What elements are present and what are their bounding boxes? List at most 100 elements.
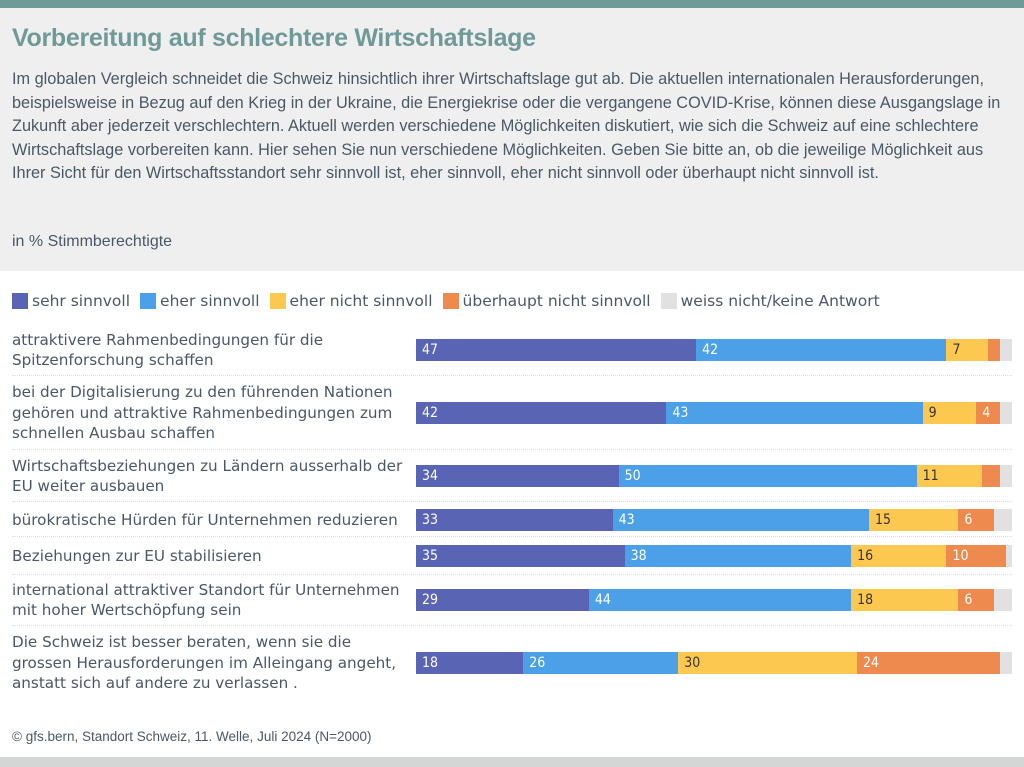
row-divider — [12, 625, 1012, 626]
bar-segment: 15 — [868, 509, 959, 531]
row-label: attraktivere Rahmenbedingungen für die Sp… — [12, 330, 412, 371]
source-footer: © gfs.bern, Standort Schweiz, 11. Welle,… — [12, 729, 372, 744]
data-label: 33 — [422, 512, 439, 528]
row-label-line: bei der Digitalisierung zu den führenden… — [12, 383, 393, 402]
legend-item: überhaupt nicht sinnvoll — [442, 292, 651, 310]
data-label: 24 — [863, 655, 880, 671]
legend-item: eher sinnvoll — [140, 292, 260, 310]
row-label-line: Wirtschaftsbeziehungen zu Ländern ausser… — [12, 456, 403, 475]
stacked-bar: 47 42 7 — [416, 339, 1012, 361]
data-label: 11 — [922, 468, 939, 484]
data-label: 42 — [702, 342, 719, 358]
legend-swatch — [140, 293, 157, 309]
legend-item: sehr sinnvoll — [12, 292, 130, 310]
bar-segment: 44 — [588, 589, 852, 611]
bar-segment: 29 — [416, 589, 589, 611]
legend-label: sehr sinnvoll — [32, 292, 131, 310]
bar-segment: 26 — [523, 652, 679, 674]
bar-segment: 47 — [416, 339, 697, 361]
row-label-line: anstatt sich auf andere zu verlassen . — [12, 674, 298, 693]
row-label: bei der Digitalisierung zu den führenden… — [12, 382, 412, 444]
bar-segment: 24 — [857, 652, 1001, 674]
top-accent-bar — [0, 0, 1024, 8]
data-label: 35 — [422, 548, 439, 564]
legend-label: weiss nicht/keine Antwort — [680, 292, 880, 310]
bar-segment: 43 — [666, 402, 923, 424]
unit-label: in % Stimmberechtigte — [12, 233, 173, 250]
data-label: 18 — [857, 592, 874, 608]
header-panel: Vorbereitung auf schlechtere Wirtschafts… — [0, 8, 1024, 271]
bar-segment: 42 — [416, 402, 667, 424]
stacked-bar: 18 26 30 24 — [416, 652, 1012, 674]
stacked-bar: 34 50 11 — [416, 465, 1012, 487]
data-label: 43 — [618, 512, 635, 528]
bar-segment: 6 — [958, 589, 995, 611]
legend-item: eher nicht sinnvoll — [269, 292, 433, 310]
data-label: 42 — [422, 405, 439, 421]
row-divider — [12, 536, 1012, 537]
bar-segment — [988, 339, 1001, 361]
bar-segment: 38 — [624, 545, 852, 567]
legend-swatch — [12, 293, 28, 309]
legend-label: überhaupt nicht sinnvoll — [462, 292, 651, 310]
bar-segment: 43 — [612, 509, 869, 531]
stacked-bar: 33 43 15 6 — [416, 509, 1012, 531]
data-label: 4 — [982, 405, 991, 421]
data-label: 6 — [964, 592, 973, 608]
row-divider — [12, 375, 1012, 376]
legend-swatch — [269, 293, 286, 309]
data-label: 16 — [857, 548, 874, 564]
bar-segment: 9 — [922, 402, 977, 424]
bar-segment: 4 — [976, 402, 1001, 424]
bar-segment — [1000, 652, 1012, 674]
data-label: 29 — [422, 592, 439, 608]
row-label-line: Die Schweiz ist besser beraten, wenn sie… — [12, 633, 352, 652]
intro-text: Im globalen Vergleich schneidet die Schw… — [12, 70, 1001, 183]
bar-segment: 18 — [416, 652, 524, 674]
data-label: 34 — [422, 468, 439, 484]
bar-segment — [994, 509, 1012, 531]
bottom-bar — [0, 757, 1024, 767]
bar-segment: 16 — [851, 545, 947, 567]
bar-segment — [1006, 545, 1013, 567]
row-divider — [12, 574, 1012, 575]
bar-segment: 10 — [946, 545, 1007, 567]
row-label-line: Spitzenforschung schaffen — [12, 351, 214, 369]
legend-label: eher sinnvoll — [160, 292, 260, 310]
data-label: 10 — [952, 548, 969, 564]
stacked-bar: 35 38 16 10 — [416, 545, 1013, 567]
legend-label: eher nicht sinnvoll — [289, 292, 433, 310]
stacked-bar: 42 43 9 4 — [416, 402, 1012, 424]
stacked-bar: 29 44 18 6 — [416, 589, 1012, 611]
data-label: 9 — [928, 405, 937, 421]
bar-segment: 34 — [416, 465, 619, 487]
row-label-line: mit hoher Wertschöpfung sein — [12, 601, 242, 619]
bar-segment — [982, 465, 1001, 487]
row-label-line: EU weiter ausbauen — [12, 477, 165, 495]
data-label: 26 — [529, 655, 546, 671]
bar-segment: 35 — [416, 545, 625, 567]
bar-segment: 6 — [958, 509, 995, 531]
bar-segment: 30 — [678, 652, 858, 674]
bar-segment: 50 — [618, 465, 917, 487]
bar-segment — [1000, 402, 1012, 424]
bar-segment: 7 — [946, 339, 989, 361]
bar-segment — [1000, 339, 1012, 361]
data-label: 47 — [422, 342, 439, 358]
bar-segment: 42 — [696, 339, 947, 361]
bar-segment: 18 — [851, 589, 959, 611]
bar-segment — [994, 589, 1012, 611]
row-label-line: international attraktiver Standort für U… — [12, 580, 400, 599]
row-label: Wirtschaftsbeziehungen zu Ländern ausser… — [12, 456, 412, 497]
row-divider — [12, 501, 1012, 502]
legend: sehr sinnvoll eher sinnvoll eher nicht sin… — [12, 290, 890, 312]
row-label-line: schnellen Ausbau schaffen — [12, 424, 216, 443]
row-label-line: Beziehungen zur EU stabilisieren — [12, 546, 262, 565]
data-label: 43 — [672, 405, 689, 421]
bar-segment: 11 — [916, 465, 983, 487]
row-label: international attraktiver Standort für U… — [12, 580, 412, 621]
row-label: Beziehungen zur EU stabilisieren — [12, 546, 412, 567]
data-label: 18 — [422, 655, 439, 671]
row-label-line: grossen Herausforderungen im Alleingang … — [12, 653, 397, 672]
data-label: 7 — [952, 342, 961, 358]
